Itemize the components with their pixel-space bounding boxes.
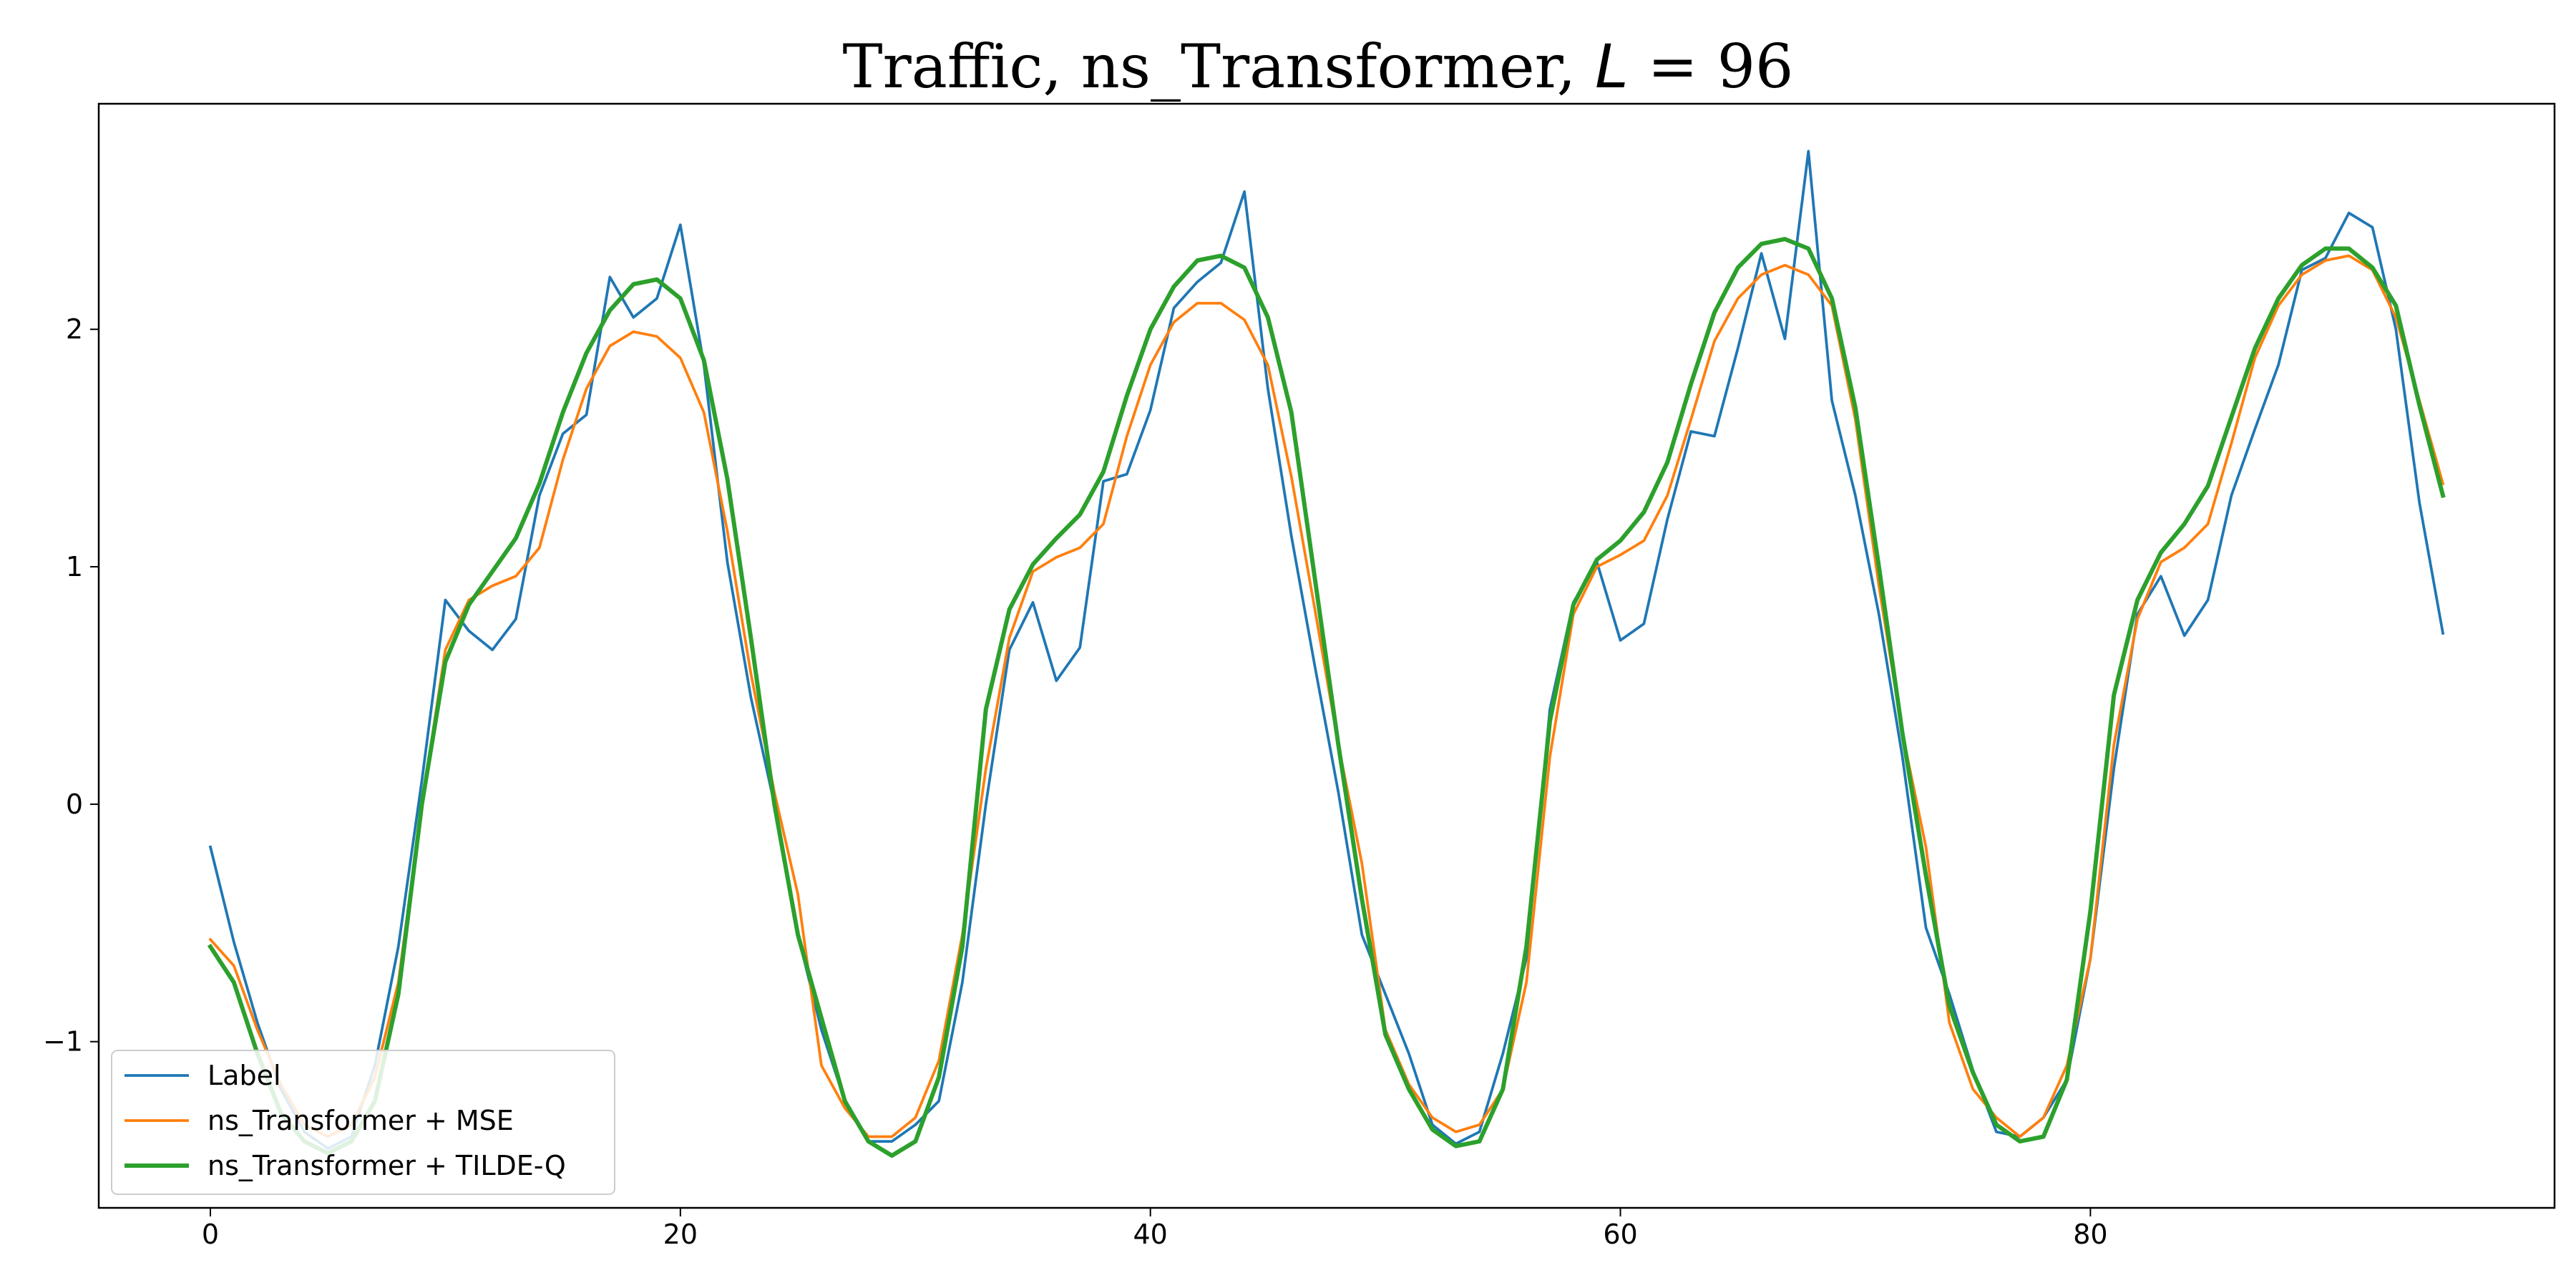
chart-title-variable: L	[1595, 31, 1629, 102]
x-tick-label: 0	[202, 1219, 219, 1250]
x-tick-label: 60	[1603, 1219, 1637, 1250]
plot-lines	[207, 150, 2446, 1158]
chart-title: Traffic, ns_Transformer, L = 96	[843, 31, 1794, 102]
legend-label-2: ns_Transformer + TILDE-Q	[208, 1150, 566, 1181]
x-tick-label: 20	[663, 1219, 698, 1250]
x-axis: 0 20 40 60 80	[202, 1208, 2108, 1250]
chart-title-prefix: Traffic, ns_Transformer,	[843, 31, 1595, 102]
y-tick-label: 1	[66, 551, 83, 582]
plot-area-frame	[97, 102, 2556, 1209]
x-tick-label: 40	[1133, 1219, 1168, 1250]
chart-title-suffix: = 96	[1629, 31, 1794, 102]
legend: Label ns_Transformer + MSE ns_Transformer …	[111, 1050, 615, 1195]
legend-label-0: Label	[208, 1060, 281, 1091]
y-tick-label: 0	[66, 789, 83, 820]
x-tick-label: 80	[2073, 1219, 2107, 1250]
y-axis: −1 0 1 2	[43, 313, 99, 1058]
legend-box	[111, 1050, 615, 1195]
legend-entries: Label ns_Transformer + MSE ns_Transformer …	[125, 1060, 566, 1181]
series-line-2	[207, 237, 2446, 1158]
y-tick-label: 2	[66, 313, 83, 345]
y-tick-label: −1	[43, 1026, 83, 1058]
legend-label-1: ns_Transformer + MSE	[208, 1105, 514, 1136]
